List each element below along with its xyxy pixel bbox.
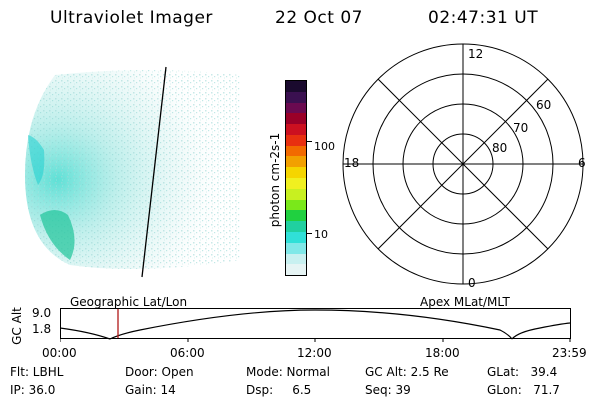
xtick-label-1200: 12:00 bbox=[297, 346, 332, 360]
colorbar-tick-100-label: 100 bbox=[314, 140, 335, 153]
info-dsp: Dsp: 6.5 bbox=[246, 383, 312, 397]
uv-image bbox=[25, 66, 240, 278]
polar-plot bbox=[342, 43, 584, 285]
altitude-curve bbox=[60, 309, 571, 340]
xtick-label-0600: 06:00 bbox=[170, 346, 205, 360]
lat-label-60: 60 bbox=[536, 98, 552, 112]
timeline-ytick-max: 9.0 bbox=[32, 306, 52, 320]
timeline-right-title: Apex MLat/MLT bbox=[420, 295, 510, 309]
date-label: 22 Oct 07 bbox=[275, 8, 363, 28]
colorbar-tick-10 bbox=[307, 233, 312, 234]
colorbar-segment bbox=[286, 242, 306, 254]
info-door: Door: Open bbox=[125, 365, 194, 379]
colorbar-segment bbox=[286, 81, 306, 92]
colorbar-segment bbox=[286, 134, 306, 146]
colorbar-segment bbox=[286, 253, 306, 265]
lat-label-70: 70 bbox=[513, 121, 529, 135]
colorbar-unit-label: photon cm-2s-1 bbox=[268, 132, 282, 228]
colorbar-segment bbox=[286, 210, 306, 222]
mlt-label-12: 12 bbox=[468, 47, 484, 61]
colorbar-segment bbox=[286, 124, 306, 135]
timeline-ylabel: GC Alt bbox=[10, 307, 24, 345]
polar-diag-2 bbox=[377, 78, 549, 250]
xtick-label-1800: 18:00 bbox=[425, 346, 460, 360]
info-mode: Mode: Normal bbox=[246, 365, 330, 379]
earth-disk bbox=[25, 70, 240, 269]
terminator-line bbox=[141, 66, 167, 278]
lat-label-80: 80 bbox=[492, 141, 508, 155]
info-glat: GLat: 39.4 bbox=[487, 365, 558, 379]
colorbar-segment bbox=[286, 167, 306, 179]
info-ip: IP: 36.0 bbox=[10, 383, 56, 397]
colorbar-segment bbox=[286, 178, 306, 189]
info-seq: Seq: 39 bbox=[365, 383, 411, 397]
timeline-left-title: Geographic Lat/Lon bbox=[70, 295, 188, 309]
xtick-label-0000: 00:00 bbox=[42, 346, 77, 360]
info-glon: GLon: 71.7 bbox=[487, 383, 560, 397]
mlt-label-6: 6 bbox=[578, 156, 586, 170]
colorbar-segment bbox=[286, 156, 306, 168]
mlt-label-18: 18 bbox=[344, 156, 360, 170]
colorbar-segment bbox=[286, 91, 306, 103]
instrument-title: Ultraviolet Imager bbox=[50, 8, 213, 28]
xtick-label-2359: 23:59 bbox=[552, 346, 587, 360]
colorbar-segment bbox=[286, 231, 306, 243]
colorbar-segment bbox=[286, 102, 306, 114]
colorbar bbox=[285, 80, 307, 276]
colorbar-segment bbox=[286, 264, 306, 276]
timeline-ytick-min: 1.8 bbox=[32, 322, 52, 336]
colorbar-segment bbox=[286, 145, 306, 157]
time-label: 02:47:31 UT bbox=[428, 8, 539, 28]
timeline-plot bbox=[60, 308, 571, 342]
timeline-frame bbox=[60, 308, 571, 339]
mlt-label-0: 0 bbox=[468, 276, 476, 290]
info-flt: Flt: LBHL bbox=[10, 365, 64, 379]
info-gcalt: GC Alt: 2.5 Re bbox=[365, 365, 449, 379]
colorbar-tick-10-label: 10 bbox=[314, 228, 328, 241]
colorbar-segment bbox=[286, 221, 306, 232]
colorbar-segment bbox=[286, 199, 306, 211]
colorbar-segment bbox=[286, 113, 306, 125]
colorbar-tick-100 bbox=[307, 141, 312, 142]
info-gain: Gain: 14 bbox=[125, 383, 176, 397]
colorbar-segment bbox=[286, 188, 306, 200]
